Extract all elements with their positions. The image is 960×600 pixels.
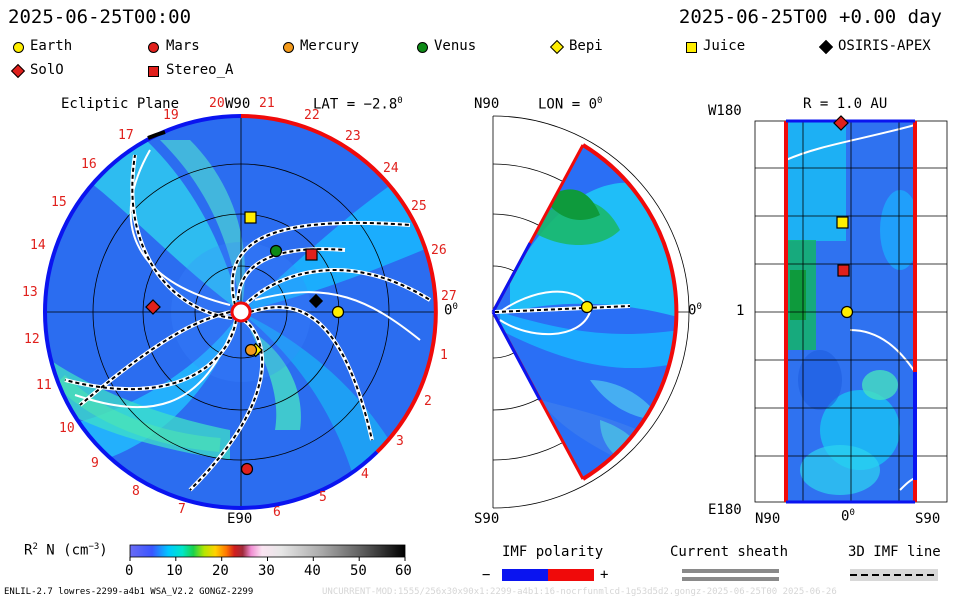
current-sheath-line-2 <box>682 577 779 581</box>
legend-label-juice: Juice <box>703 38 746 54</box>
imf-plus-label: + <box>600 567 609 583</box>
legend-label-earth: Earth <box>30 38 73 54</box>
carrington-tick: 22 <box>304 108 320 123</box>
mars-marker-icon <box>240 462 254 476</box>
legend-label-osiris-apex: OSIRIS-APEX <box>838 38 931 54</box>
carrington-tick: 16 <box>81 157 97 172</box>
venus-legend-icon <box>417 42 428 53</box>
carrington-tick: 6 <box>273 505 281 520</box>
earth-legend-icon <box>13 42 24 53</box>
legend-label-solo: SolO <box>30 62 64 78</box>
ecliptic-bottom-label: E90 <box>227 511 253 527</box>
carrington-tick: 4 <box>361 467 369 482</box>
carrington-tick: 7 <box>178 502 186 517</box>
juice-marker-icon <box>244 211 257 224</box>
colorbar-label: R2 N (cm−3) <box>24 542 108 559</box>
ecliptic-plane-panel <box>43 114 438 510</box>
carrington-tick: 19 <box>163 108 179 123</box>
meridional-panel <box>491 115 690 509</box>
legend-label-stereo-a: Stereo_A <box>166 62 234 78</box>
colorbar-tick: 10 <box>166 563 183 579</box>
imf3d-title: 3D IMF line <box>848 544 941 560</box>
legend-label-mercury: Mercury <box>300 38 360 54</box>
stereo-a-radial-icon <box>837 264 850 277</box>
radial-x-left-label: N90 <box>755 511 781 527</box>
carrington-tick: 14 <box>30 238 46 253</box>
earth-meridional-icon <box>580 300 594 314</box>
solo-radial-icon <box>833 115 849 131</box>
meridional-lon-label: LON = 00 <box>538 96 603 113</box>
mars-legend-icon <box>148 42 159 53</box>
ecliptic-top-label: W90 <box>225 96 251 112</box>
carrington-tick: 21 <box>259 96 275 111</box>
carrington-tick: 15 <box>51 195 67 210</box>
solo-marker-icon <box>145 299 161 315</box>
radial-x-mid-label: 00 <box>841 508 855 525</box>
carrington-tick: 20 <box>209 96 225 111</box>
carrington-tick: 17 <box>118 128 134 143</box>
legend-label-mars: Mars <box>166 38 200 54</box>
earth-radial-icon <box>840 305 854 319</box>
radial-mid-label: 1 <box>736 303 745 319</box>
current-sheath-title: Current sheath <box>670 544 789 560</box>
carrington-tick: 23 <box>345 129 361 144</box>
ecliptic-title: Ecliptic Plane <box>61 96 180 112</box>
ecliptic-lat-label: LAT = −2.80 <box>313 96 403 113</box>
radial-panel <box>754 115 948 504</box>
carrington-tick: 8 <box>132 484 140 499</box>
legend-label-venus: Venus <box>434 38 477 54</box>
colorbar-tick: 60 <box>395 563 412 579</box>
juice-legend-icon <box>686 42 697 53</box>
colorbar-tick: 40 <box>304 563 321 579</box>
carrington-tick: 9 <box>91 456 99 471</box>
footer-model-info: ENLIL-2.7 lowres-2299-a4b1 WSA_V2.2 GONG… <box>4 587 254 597</box>
colorbar-tick: 0 <box>125 563 134 579</box>
carrington-tick: 25 <box>411 199 427 214</box>
colorbar-tick: 20 <box>212 563 229 579</box>
legend-label-bepi: Bepi <box>569 38 603 54</box>
sun-icon <box>230 301 252 323</box>
venus-marker-icon <box>269 244 283 258</box>
juice-radial-icon <box>836 216 849 229</box>
carrington-tick: 12 <box>24 332 40 347</box>
mercury-marker-icon <box>244 343 258 357</box>
carrington-tick: 26 <box>431 243 447 258</box>
stereo-a-marker-icon <box>305 248 318 261</box>
left-timestamp: 2025-06-25T00:00 <box>8 6 192 28</box>
imf-minus-label: − <box>482 567 491 583</box>
mercury-legend-icon <box>283 42 294 53</box>
radial-r-label: R = 1.0 AU <box>803 96 888 112</box>
imf-polarity-title: IMF polarity <box>502 544 604 560</box>
carrington-tick: 10 <box>59 421 75 436</box>
colorbar-tick: 50 <box>350 563 367 579</box>
carrington-tick: 13 <box>22 285 38 300</box>
meridional-top-label: N90 <box>474 96 500 112</box>
density-colorbar <box>129 544 406 558</box>
radial-top-label: W180 <box>708 103 742 119</box>
ecliptic-right-label: 00 <box>444 302 458 319</box>
right-timestamp: 2025-06-25T00 +0.00 day <box>678 6 942 28</box>
earth-marker-icon <box>331 305 345 319</box>
carrington-tick: 24 <box>383 161 399 176</box>
footer-run-info: UNCURRENT-MOD:1555/256x30x90x1:2299-a4b1… <box>322 587 837 597</box>
meridional-bottom-label: S90 <box>474 511 500 527</box>
imf-positive-swatch <box>548 569 594 581</box>
radial-x-right-label: S90 <box>915 511 941 527</box>
imf-negative-swatch <box>502 569 548 581</box>
carrington-tick: 5 <box>319 490 327 505</box>
meridional-right-label: 00 <box>688 302 702 319</box>
osiris-apex-marker-icon <box>308 293 324 309</box>
carrington-tick: 27 <box>441 289 457 304</box>
carrington-tick: 3 <box>396 434 404 449</box>
carrington-tick: 11 <box>36 378 52 393</box>
radial-bottom-label: E180 <box>708 502 742 518</box>
colorbar-tick: 30 <box>258 563 275 579</box>
current-sheath-line-1 <box>682 569 779 573</box>
carrington-tick: 2 <box>424 394 432 409</box>
stereo-a-legend-icon <box>148 66 159 77</box>
carrington-tick: 1 <box>440 348 448 363</box>
